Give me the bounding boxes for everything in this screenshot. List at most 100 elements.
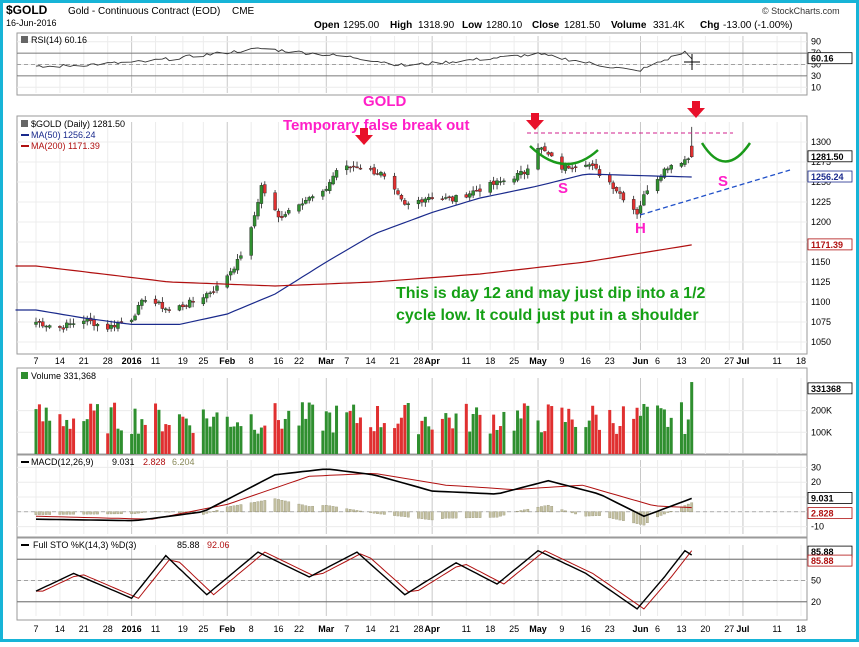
price-candle bbox=[82, 321, 85, 324]
x-tick-label: 25 bbox=[198, 624, 208, 634]
volume-bar bbox=[335, 406, 338, 454]
volume-bar bbox=[451, 428, 454, 454]
volume-bar bbox=[202, 409, 205, 454]
volume-bar bbox=[656, 406, 659, 454]
price-candle bbox=[321, 191, 324, 196]
volume-bar bbox=[373, 431, 376, 454]
macd-histogram-bar bbox=[475, 512, 477, 518]
price-candle bbox=[284, 214, 287, 216]
macd-legend-prefix: MACD(12,26,9) bbox=[31, 457, 94, 467]
price-candle bbox=[192, 301, 195, 302]
macd-histogram-bar bbox=[137, 512, 139, 513]
volume-bar bbox=[45, 408, 48, 454]
macd-histogram-bar bbox=[311, 506, 313, 512]
macd-histogram-bar bbox=[496, 512, 498, 518]
macd-histogram-bar bbox=[612, 512, 614, 519]
x-tick-label: 28 bbox=[103, 356, 113, 366]
x-tick-label: Mar bbox=[318, 356, 335, 366]
volume-bar bbox=[543, 431, 546, 454]
annotation-head: H bbox=[635, 220, 646, 237]
price-candle bbox=[205, 293, 208, 298]
x-tick-label: 19 bbox=[178, 624, 188, 634]
macd-histogram-bar bbox=[540, 506, 542, 511]
price-candle bbox=[472, 191, 475, 195]
price-candle bbox=[62, 328, 65, 329]
volume-bar bbox=[113, 403, 116, 454]
volume-bar bbox=[308, 403, 311, 454]
macd-tick-label: -10 bbox=[811, 522, 824, 532]
macd-histogram-bar bbox=[585, 512, 587, 516]
volume-bar bbox=[666, 427, 669, 454]
price-candle bbox=[287, 210, 290, 213]
x-tick-label: 11 bbox=[151, 624, 160, 634]
price-candle bbox=[134, 316, 137, 320]
price-tick-label: 1050 bbox=[811, 337, 831, 347]
brand-text: © StockCharts.com bbox=[762, 6, 840, 16]
macd-histogram-bar bbox=[445, 512, 447, 519]
close-value: 1281.50 bbox=[564, 20, 601, 31]
price-candle bbox=[588, 165, 591, 167]
volume-bar bbox=[690, 382, 693, 454]
volume-bar bbox=[226, 417, 229, 454]
x-tick-label: 11 bbox=[772, 356, 781, 366]
price-tick-label: 1100 bbox=[811, 297, 830, 307]
macd-histogram-bar bbox=[216, 510, 218, 512]
volume-bar bbox=[584, 427, 587, 454]
price-candle bbox=[359, 168, 362, 169]
annotation-false-breakout: Temporary false break out bbox=[283, 117, 469, 134]
macd-histogram-bar bbox=[298, 504, 300, 512]
macd-histogram-bar bbox=[670, 511, 672, 512]
volume-bar bbox=[96, 404, 99, 454]
macd-histogram-bar bbox=[284, 501, 286, 512]
x-tick-label: 28 bbox=[413, 356, 423, 366]
macd-histogram-bar bbox=[417, 512, 419, 519]
x-tick-label: 13 bbox=[676, 624, 686, 634]
macd-histogram-bar bbox=[441, 512, 443, 519]
price-candle bbox=[154, 299, 157, 303]
price-candle bbox=[379, 172, 382, 175]
macd-histogram-bar bbox=[527, 509, 529, 512]
macd-histogram-bar bbox=[574, 512, 576, 514]
price-candle bbox=[646, 191, 649, 194]
annotation-right-shoulder: S bbox=[718, 173, 728, 190]
x-tick-label: 14 bbox=[366, 624, 376, 634]
macd-histogram-bar bbox=[503, 512, 505, 515]
macd-histogram-bar bbox=[646, 512, 648, 523]
volume-bar bbox=[321, 431, 324, 454]
price-candle bbox=[608, 175, 611, 182]
price-candle bbox=[325, 189, 328, 190]
macd-histogram-bar bbox=[59, 512, 61, 515]
macd-histogram-bar bbox=[404, 512, 406, 517]
volume-bar bbox=[560, 408, 563, 454]
volume-bar bbox=[489, 434, 492, 454]
price-candle bbox=[280, 216, 283, 217]
macd-signal-flag: 2.828 bbox=[811, 509, 834, 519]
volume-bar bbox=[598, 430, 601, 454]
x-tick-label: Jun bbox=[632, 624, 648, 634]
macd-histogram-bar bbox=[383, 512, 385, 515]
header-name: Gold - Continuous Contract (EOD) bbox=[68, 6, 220, 17]
volume-bar bbox=[181, 417, 184, 454]
x-tick-label: 22 bbox=[294, 356, 304, 366]
macd-histogram-bar bbox=[110, 512, 112, 514]
volume-bar bbox=[236, 422, 239, 454]
macd-histogram-bar bbox=[107, 512, 109, 514]
macd-histogram-bar bbox=[93, 512, 95, 514]
macd-histogram-bar bbox=[45, 512, 47, 515]
sto-d-flag: 85.88 bbox=[811, 556, 834, 566]
x-tick-label: 20 bbox=[700, 624, 710, 634]
price-candle bbox=[397, 191, 400, 195]
price-candle bbox=[373, 168, 376, 174]
price-candle bbox=[540, 148, 543, 150]
sto-legend-v2: 92.06 bbox=[207, 540, 230, 550]
macd-histogram-bar bbox=[288, 502, 290, 512]
volume-bar bbox=[332, 433, 335, 454]
volume-bar bbox=[263, 426, 266, 454]
volume-legend-swatch bbox=[21, 372, 28, 379]
x-tick-label: 6 bbox=[655, 356, 660, 366]
price-candle bbox=[212, 292, 215, 293]
x-tick-label: 14 bbox=[366, 356, 376, 366]
price-candle bbox=[499, 181, 502, 182]
x-tick-label: 28 bbox=[103, 624, 113, 634]
volume-bar bbox=[62, 426, 65, 454]
